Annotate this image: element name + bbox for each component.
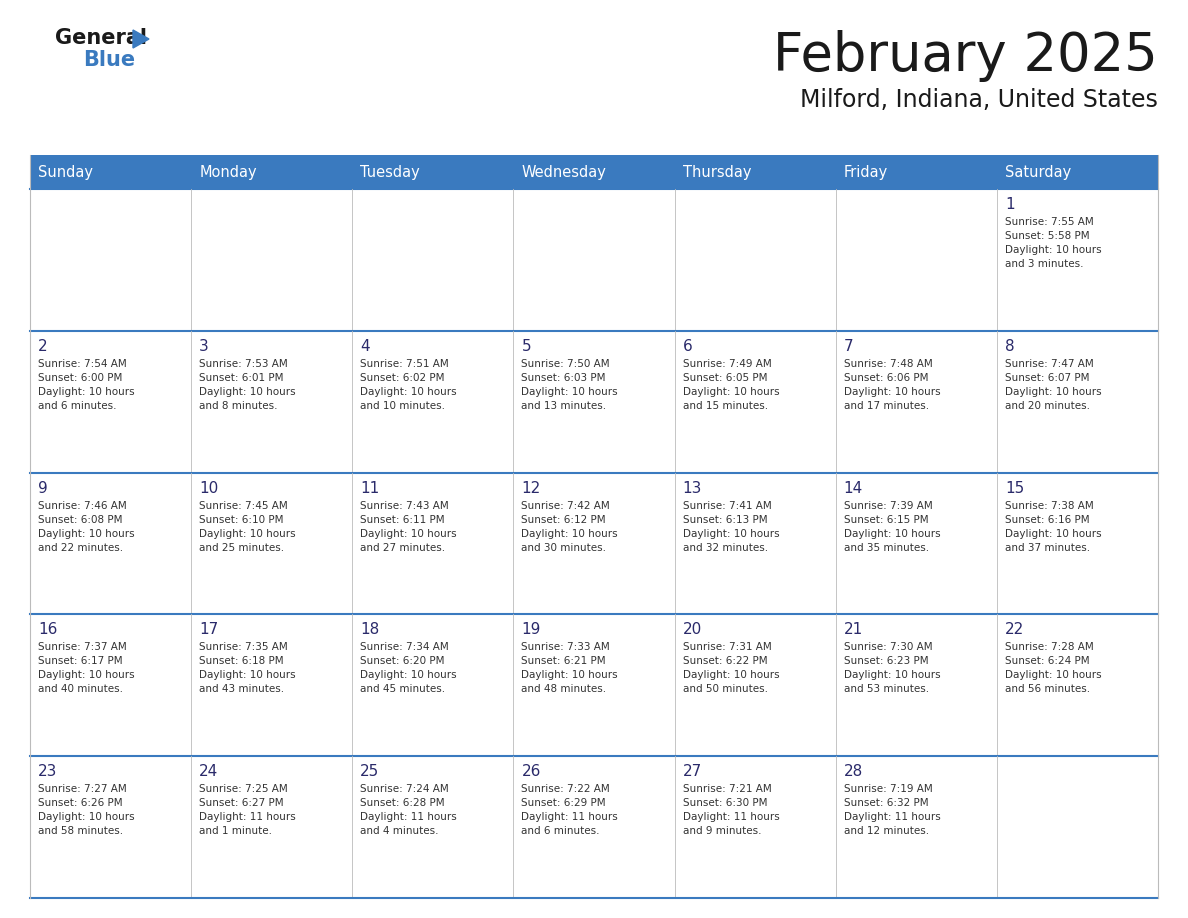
Text: Sunrise: 7:27 AM
Sunset: 6:26 PM
Daylight: 10 hours
and 58 minutes.: Sunrise: 7:27 AM Sunset: 6:26 PM Dayligh…	[38, 784, 134, 836]
Text: 19: 19	[522, 622, 541, 637]
Text: 12: 12	[522, 481, 541, 496]
Text: 11: 11	[360, 481, 379, 496]
Bar	[353, 155, 513, 189]
Text: 2: 2	[38, 339, 48, 353]
Text: 23: 23	[38, 764, 57, 779]
Text: Sunday: Sunday	[38, 164, 93, 180]
Text: 5: 5	[522, 339, 531, 353]
Text: Sunrise: 7:54 AM
Sunset: 6:00 PM
Daylight: 10 hours
and 6 minutes.: Sunrise: 7:54 AM Sunset: 6:00 PM Dayligh…	[38, 359, 134, 410]
Text: 22: 22	[1005, 622, 1024, 637]
Text: 17: 17	[200, 622, 219, 637]
Text: 7: 7	[843, 339, 853, 353]
Text: Sunrise: 7:48 AM
Sunset: 6:06 PM
Daylight: 10 hours
and 17 minutes.: Sunrise: 7:48 AM Sunset: 6:06 PM Dayligh…	[843, 359, 941, 410]
Text: 25: 25	[360, 764, 379, 779]
Bar	[191, 155, 353, 189]
Text: 28: 28	[843, 764, 862, 779]
Bar	[30, 473, 1158, 614]
Text: Sunrise: 7:30 AM
Sunset: 6:23 PM
Daylight: 10 hours
and 53 minutes.: Sunrise: 7:30 AM Sunset: 6:23 PM Dayligh…	[843, 643, 941, 694]
Text: Sunrise: 7:49 AM
Sunset: 6:05 PM
Daylight: 10 hours
and 15 minutes.: Sunrise: 7:49 AM Sunset: 6:05 PM Dayligh…	[683, 359, 779, 410]
Text: Saturday: Saturday	[1005, 164, 1072, 180]
Text: Sunrise: 7:42 AM
Sunset: 6:12 PM
Daylight: 10 hours
and 30 minutes.: Sunrise: 7:42 AM Sunset: 6:12 PM Dayligh…	[522, 500, 618, 553]
Text: 27: 27	[683, 764, 702, 779]
Text: Friday: Friday	[843, 164, 887, 180]
Text: 15: 15	[1005, 481, 1024, 496]
Text: Sunrise: 7:47 AM
Sunset: 6:07 PM
Daylight: 10 hours
and 20 minutes.: Sunrise: 7:47 AM Sunset: 6:07 PM Dayligh…	[1005, 359, 1101, 410]
Text: 9: 9	[38, 481, 48, 496]
Bar	[30, 614, 1158, 756]
Text: 8: 8	[1005, 339, 1015, 353]
Text: Sunrise: 7:37 AM
Sunset: 6:17 PM
Daylight: 10 hours
and 40 minutes.: Sunrise: 7:37 AM Sunset: 6:17 PM Dayligh…	[38, 643, 134, 694]
Text: Blue: Blue	[83, 50, 135, 70]
Text: Sunrise: 7:19 AM
Sunset: 6:32 PM
Daylight: 11 hours
and 12 minutes.: Sunrise: 7:19 AM Sunset: 6:32 PM Dayligh…	[843, 784, 941, 836]
Text: Sunrise: 7:39 AM
Sunset: 6:15 PM
Daylight: 10 hours
and 35 minutes.: Sunrise: 7:39 AM Sunset: 6:15 PM Dayligh…	[843, 500, 941, 553]
Text: 10: 10	[200, 481, 219, 496]
Text: Sunrise: 7:28 AM
Sunset: 6:24 PM
Daylight: 10 hours
and 56 minutes.: Sunrise: 7:28 AM Sunset: 6:24 PM Dayligh…	[1005, 643, 1101, 694]
Text: February 2025: February 2025	[773, 30, 1158, 82]
Bar	[997, 155, 1158, 189]
Text: Milford, Indiana, United States: Milford, Indiana, United States	[801, 88, 1158, 112]
Text: Sunrise: 7:38 AM
Sunset: 6:16 PM
Daylight: 10 hours
and 37 minutes.: Sunrise: 7:38 AM Sunset: 6:16 PM Dayligh…	[1005, 500, 1101, 553]
Bar	[30, 330, 1158, 473]
Text: Tuesday: Tuesday	[360, 164, 421, 180]
Text: Sunrise: 7:41 AM
Sunset: 6:13 PM
Daylight: 10 hours
and 32 minutes.: Sunrise: 7:41 AM Sunset: 6:13 PM Dayligh…	[683, 500, 779, 553]
Text: Sunrise: 7:50 AM
Sunset: 6:03 PM
Daylight: 10 hours
and 13 minutes.: Sunrise: 7:50 AM Sunset: 6:03 PM Dayligh…	[522, 359, 618, 410]
Text: Sunrise: 7:55 AM
Sunset: 5:58 PM
Daylight: 10 hours
and 3 minutes.: Sunrise: 7:55 AM Sunset: 5:58 PM Dayligh…	[1005, 217, 1101, 269]
Text: Sunrise: 7:35 AM
Sunset: 6:18 PM
Daylight: 10 hours
and 43 minutes.: Sunrise: 7:35 AM Sunset: 6:18 PM Dayligh…	[200, 643, 296, 694]
Text: 26: 26	[522, 764, 541, 779]
Text: Sunrise: 7:43 AM
Sunset: 6:11 PM
Daylight: 10 hours
and 27 minutes.: Sunrise: 7:43 AM Sunset: 6:11 PM Dayligh…	[360, 500, 457, 553]
Text: Sunrise: 7:22 AM
Sunset: 6:29 PM
Daylight: 11 hours
and 6 minutes.: Sunrise: 7:22 AM Sunset: 6:29 PM Dayligh…	[522, 784, 618, 836]
Text: General: General	[55, 28, 147, 48]
Text: Thursday: Thursday	[683, 164, 751, 180]
Text: 18: 18	[360, 622, 379, 637]
Text: 3: 3	[200, 339, 209, 353]
Text: Wednesday: Wednesday	[522, 164, 606, 180]
Text: Monday: Monday	[200, 164, 257, 180]
Text: 6: 6	[683, 339, 693, 353]
Text: 4: 4	[360, 339, 369, 353]
Text: Sunrise: 7:45 AM
Sunset: 6:10 PM
Daylight: 10 hours
and 25 minutes.: Sunrise: 7:45 AM Sunset: 6:10 PM Dayligh…	[200, 500, 296, 553]
Bar	[30, 155, 191, 189]
Text: 1: 1	[1005, 197, 1015, 212]
Text: 24: 24	[200, 764, 219, 779]
Bar	[30, 189, 1158, 330]
Text: Sunrise: 7:51 AM
Sunset: 6:02 PM
Daylight: 10 hours
and 10 minutes.: Sunrise: 7:51 AM Sunset: 6:02 PM Dayligh…	[360, 359, 457, 410]
Text: 21: 21	[843, 622, 862, 637]
Bar	[835, 155, 997, 189]
Text: 14: 14	[843, 481, 862, 496]
Text: Sunrise: 7:21 AM
Sunset: 6:30 PM
Daylight: 11 hours
and 9 minutes.: Sunrise: 7:21 AM Sunset: 6:30 PM Dayligh…	[683, 784, 779, 836]
Text: Sunrise: 7:46 AM
Sunset: 6:08 PM
Daylight: 10 hours
and 22 minutes.: Sunrise: 7:46 AM Sunset: 6:08 PM Dayligh…	[38, 500, 134, 553]
Bar	[675, 155, 835, 189]
Text: Sunrise: 7:24 AM
Sunset: 6:28 PM
Daylight: 11 hours
and 4 minutes.: Sunrise: 7:24 AM Sunset: 6:28 PM Dayligh…	[360, 784, 457, 836]
Text: 20: 20	[683, 622, 702, 637]
Bar	[513, 155, 675, 189]
Polygon shape	[133, 30, 148, 48]
Text: Sunrise: 7:33 AM
Sunset: 6:21 PM
Daylight: 10 hours
and 48 minutes.: Sunrise: 7:33 AM Sunset: 6:21 PM Dayligh…	[522, 643, 618, 694]
Text: Sunrise: 7:34 AM
Sunset: 6:20 PM
Daylight: 10 hours
and 45 minutes.: Sunrise: 7:34 AM Sunset: 6:20 PM Dayligh…	[360, 643, 457, 694]
Text: Sunrise: 7:53 AM
Sunset: 6:01 PM
Daylight: 10 hours
and 8 minutes.: Sunrise: 7:53 AM Sunset: 6:01 PM Dayligh…	[200, 359, 296, 410]
Text: 13: 13	[683, 481, 702, 496]
Text: 16: 16	[38, 622, 57, 637]
Bar	[30, 756, 1158, 898]
Text: Sunrise: 7:31 AM
Sunset: 6:22 PM
Daylight: 10 hours
and 50 minutes.: Sunrise: 7:31 AM Sunset: 6:22 PM Dayligh…	[683, 643, 779, 694]
Text: Sunrise: 7:25 AM
Sunset: 6:27 PM
Daylight: 11 hours
and 1 minute.: Sunrise: 7:25 AM Sunset: 6:27 PM Dayligh…	[200, 784, 296, 836]
